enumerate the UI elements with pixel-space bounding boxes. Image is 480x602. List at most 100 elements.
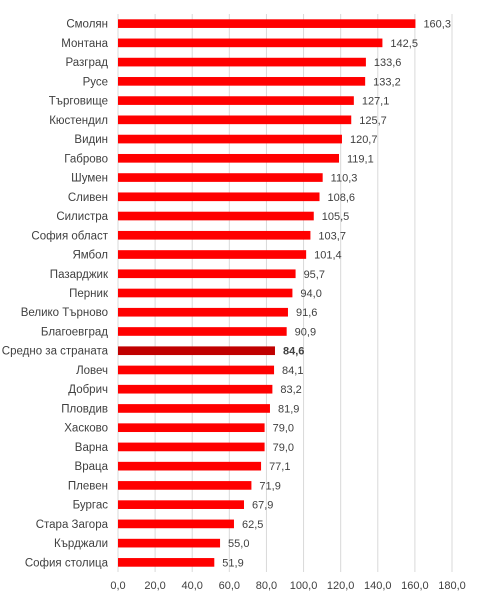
value-label: 108,6 — [328, 192, 356, 204]
bar — [118, 461, 262, 471]
category-label: Благоевград — [41, 326, 108, 338]
value-label: 81,9 — [278, 403, 299, 415]
category-label: Плевен — [68, 480, 108, 492]
value-label: 119,1 — [347, 153, 374, 165]
value-label: 84,1 — [282, 365, 303, 377]
value-label: 120,7 — [350, 134, 378, 146]
bar — [118, 519, 234, 529]
category-label: Пловдив — [61, 403, 108, 415]
category-labels: Смолян Монтана Разград Русе Търговище Кюстенд… — [2, 19, 109, 570]
x-tick-label: 0,0 — [110, 580, 125, 592]
bar — [118, 327, 287, 336]
category-label: Средно за страната — [2, 346, 109, 358]
value-label: 105,5 — [322, 211, 350, 223]
value-label: 95,7 — [304, 269, 325, 281]
category-label: Търговище — [49, 96, 108, 108]
category-label: Добрич — [68, 384, 108, 396]
category-label: Силистра — [56, 211, 108, 223]
bar — [118, 404, 270, 413]
bar — [118, 173, 323, 182]
x-tick-label: 140,0 — [364, 580, 392, 592]
category-label: Перник — [69, 288, 109, 300]
bar — [118, 346, 275, 356]
value-label: 94,0 — [300, 288, 321, 300]
bar — [118, 19, 416, 28]
category-label: Кърджали — [54, 538, 108, 550]
category-label: Разград — [65, 57, 108, 69]
category-label: Велико Търново — [21, 307, 108, 319]
value-label: 83,2 — [280, 384, 301, 396]
bar — [118, 57, 366, 67]
bar — [118, 211, 314, 221]
bar — [118, 384, 273, 394]
x-axis-tick-labels: 0,0 20,0 40,0 60,0 80,0 100,0 120,0 140,0 160,0 1… — [110, 580, 465, 592]
value-label: 62,5 — [242, 519, 263, 531]
value-label: 51,9 — [222, 557, 243, 569]
value-label: 91,6 — [296, 307, 317, 319]
value-label: 142,5 — [390, 38, 418, 50]
x-tick-label: 120,0 — [327, 580, 355, 592]
category-label: Хасково — [64, 423, 108, 435]
x-tick-label: 80,0 — [256, 580, 277, 592]
value-label: 79,0 — [273, 423, 294, 435]
x-tick-label: 20,0 — [144, 580, 165, 592]
value-label: 77,1 — [269, 461, 290, 473]
value-label: 133,6 — [374, 57, 402, 69]
value-label: 133,2 — [373, 76, 401, 88]
x-tick-label: 160,0 — [401, 580, 429, 592]
value-label: 103,7 — [318, 230, 346, 242]
value-label: 127,1 — [362, 96, 390, 108]
x-tick-label: 100,0 — [290, 580, 318, 592]
bar — [118, 230, 311, 240]
category-label: София столица — [25, 557, 109, 569]
bar — [118, 134, 342, 144]
bar — [118, 96, 354, 105]
category-label: Враца — [75, 461, 109, 473]
category-label: Кюстендил — [49, 115, 108, 127]
category-label: Габрово — [64, 153, 108, 165]
bar — [118, 538, 221, 548]
category-label: София област — [31, 230, 108, 242]
category-label: Русе — [83, 76, 108, 88]
bar — [118, 192, 320, 202]
bar — [118, 153, 339, 163]
x-tick-label: 40,0 — [182, 580, 203, 592]
category-label: Монтана — [61, 38, 108, 50]
bar — [118, 481, 252, 490]
category-label: Бургас — [73, 500, 109, 512]
category-label: Стара Загора — [36, 519, 109, 531]
value-labels: 160,3 142,5 133,6 133,2 127,1 125,7 120,7 119,1… — [222, 19, 451, 570]
bar — [118, 115, 352, 125]
category-label: Смолян — [66, 19, 108, 31]
value-label: 55,0 — [228, 538, 249, 550]
bar — [118, 288, 293, 298]
category-label: Пазарджик — [50, 269, 109, 281]
value-label: 160,3 — [423, 19, 451, 31]
value-label: 67,9 — [252, 500, 273, 512]
value-label: 110,3 — [331, 173, 358, 185]
value-label: 71,9 — [259, 480, 280, 492]
x-tick-label: 180,0 — [438, 580, 466, 592]
chart-bars — [118, 19, 416, 567]
bar — [118, 558, 215, 567]
value-label: 79,0 — [273, 442, 294, 454]
category-label: Ямбол — [72, 250, 108, 262]
bar — [118, 365, 275, 375]
bar — [118, 500, 244, 509]
bar — [118, 442, 265, 452]
value-label: 101,4 — [314, 250, 342, 262]
category-label: Варна — [75, 442, 109, 454]
category-label: Сливен — [68, 192, 108, 204]
bar — [118, 269, 296, 279]
bar — [118, 250, 307, 259]
value-label: 84,6 — [283, 346, 304, 358]
value-label: 125,7 — [359, 115, 387, 127]
bar — [118, 423, 265, 433]
bar — [118, 77, 366, 86]
value-label: 90,9 — [295, 326, 316, 338]
category-label: Шумен — [71, 173, 108, 185]
category-label: Видин — [74, 134, 108, 146]
category-label: Ловеч — [76, 365, 108, 377]
x-tick-label: 60,0 — [219, 580, 240, 592]
